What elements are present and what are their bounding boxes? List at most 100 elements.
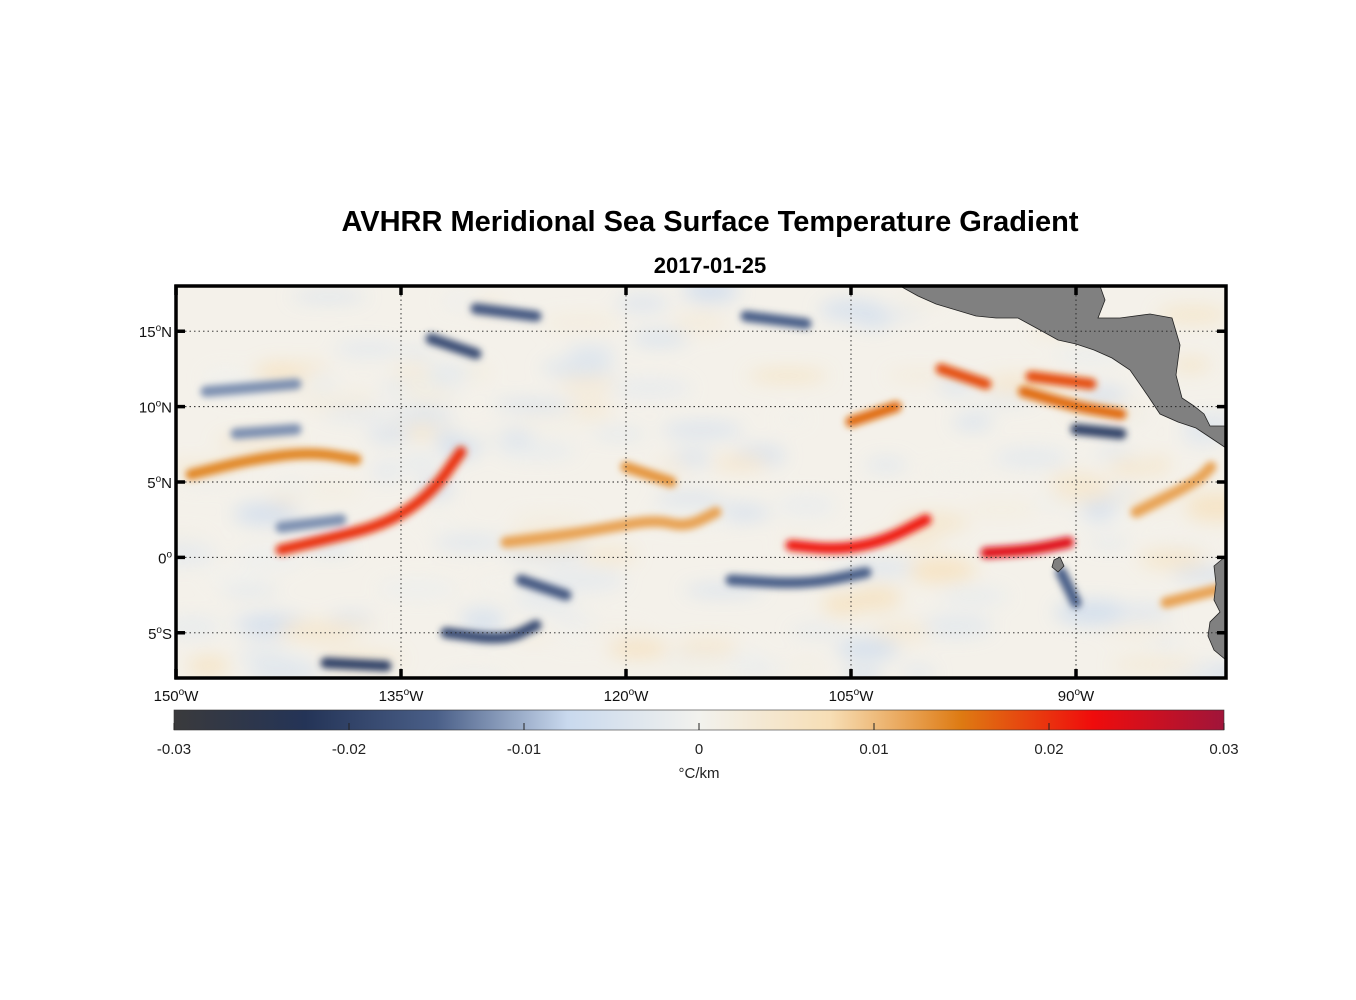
warm-gradient-band [1018, 386, 1127, 420]
gradient-texture-blob [1156, 305, 1226, 324]
longitude-label: 150oW [154, 687, 200, 705]
warm-gradient-band [1025, 370, 1097, 390]
cold-gradient-band [470, 303, 542, 322]
gradient-texture-blob [451, 428, 509, 442]
gradient-texture-blob [683, 584, 764, 597]
gradient-texture-blob [377, 580, 458, 599]
central-america-land [899, 286, 1226, 449]
gradient-texture-blob [541, 568, 626, 592]
colorbar-tick-label: -0.03 [157, 741, 191, 758]
gradient-texture-blob [459, 607, 506, 626]
gradient-texture-blob [497, 442, 578, 460]
gradient-texture-blob [511, 408, 586, 432]
cold-gradient-band [200, 378, 302, 398]
gradient-texture-blob [964, 505, 1039, 515]
gradient-texture-blob [442, 293, 481, 310]
gradient-texture-blob [1113, 604, 1172, 620]
gradient-texture-blob [581, 547, 637, 564]
cold-gradient-band [275, 514, 347, 533]
gradient-texture-blob [654, 458, 688, 478]
cold-gradient-band [440, 619, 542, 644]
gradient-texture-blob [615, 294, 670, 312]
gradient-texture-blob [554, 638, 597, 647]
gradient-texture-blob [187, 656, 231, 677]
gradient-texture-blob [308, 377, 338, 390]
latitude-label: 15oN [139, 323, 172, 341]
gradient-texture-blob [1077, 387, 1128, 403]
latitude-label: 5oN [147, 474, 172, 492]
gradient-texture-blob [952, 414, 994, 430]
gradient-texture-blob [1103, 627, 1172, 637]
gradient-texture-blob [607, 639, 669, 658]
gradient-texture-blob [333, 340, 404, 358]
gradient-texture-blob [239, 646, 287, 656]
longitude-label: 105oW [829, 687, 875, 705]
colorbar-tick-label: 0.01 [859, 741, 888, 758]
warm-gradient-band [1160, 582, 1226, 609]
latitude-label: 10oN [139, 399, 172, 417]
gradient-texture-blob [1087, 538, 1131, 548]
gradient-texture-blob [909, 558, 966, 583]
gradient-texture-blob [919, 615, 994, 638]
gradient-texture-blob [608, 378, 692, 399]
gradient-texture-blob [733, 662, 783, 675]
gradient-texture-blob [852, 586, 903, 607]
gradient-texture-blob [268, 493, 301, 508]
gradient-texture-blob [788, 661, 825, 674]
gradient-texture-blob [540, 359, 617, 377]
gradient-texture-blob [402, 384, 454, 406]
gradient-texture-blob [415, 516, 464, 525]
gradient-texture-blob [660, 656, 731, 677]
gradient-texture-blob [661, 421, 744, 439]
gradient-texture-blob [332, 670, 366, 678]
colorbar-tick-label: 0 [695, 741, 703, 758]
warm-gradient-band [785, 514, 932, 554]
colorbar-tick-label: -0.01 [507, 741, 541, 758]
longitude-label: 90oW [1058, 687, 1095, 705]
gradient-texture-blob [939, 587, 1010, 605]
gradient-texture-blob [176, 616, 221, 638]
gradient-texture-blob [253, 362, 307, 384]
gradient-texture-blob [233, 503, 297, 525]
map-area [176, 286, 1226, 678]
warm-gradient-band [1130, 461, 1217, 518]
latitude-label: 5oS [148, 625, 172, 643]
cold-gradient-band [230, 423, 302, 440]
gradient-texture-blob [1159, 668, 1221, 678]
gradient-texture-blob [683, 286, 739, 303]
gradient-texture-blob [557, 376, 617, 392]
gradient-band-layer [185, 303, 1226, 672]
gradient-texture-blob [176, 542, 217, 567]
warm-gradient-band [275, 446, 467, 556]
gradient-texture-blob [1169, 358, 1212, 372]
gradient-texture-blob [864, 457, 908, 472]
gradient-texture-blob [551, 613, 595, 626]
gradient-texture-blob [366, 427, 414, 443]
gradient-texture-blob [322, 407, 399, 421]
latitude-label: 0o [158, 549, 172, 567]
colorbar-ticks: -0.03 -0.02 -0.01 0 0.01 0.02 0.03 [157, 723, 1239, 758]
gradient-texture-blob [818, 299, 885, 321]
gradient-texture-blob [1171, 568, 1226, 581]
warm-gradient-band [500, 506, 722, 548]
gradient-texture-blob [654, 493, 721, 504]
cold-gradient-band [725, 566, 872, 589]
gradient-texture-blob [712, 456, 768, 470]
gradient-texture-blob [1185, 499, 1226, 522]
gradient-texture-blob [993, 447, 1070, 468]
gradient-texture-blob [402, 347, 433, 358]
longitude-label: 135oW [379, 687, 425, 705]
gradient-texture-blob [1108, 458, 1152, 477]
gradient-texture-blob [1052, 479, 1115, 503]
gradient-texture-blob [430, 429, 461, 441]
gradient-texture-blob [392, 406, 454, 423]
warm-gradient-band [185, 448, 362, 480]
colorbar: -0.03 -0.02 -0.01 0 0.01 0.02 0.03 °C/km [157, 709, 1239, 782]
map-title: AVHRR Meridional Sea Surface Temperature… [341, 206, 1079, 238]
gradient-texture-blob [432, 534, 505, 551]
gradient-texture-blob [924, 464, 989, 479]
gradient-texture-blob [273, 388, 360, 401]
gradient-texture-blob [541, 315, 622, 331]
gradient-texture-blob [176, 532, 211, 542]
